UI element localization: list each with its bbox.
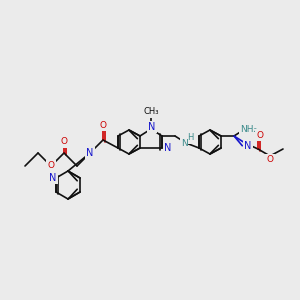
Text: N: N <box>148 122 156 132</box>
Text: N: N <box>244 141 252 151</box>
Text: N: N <box>86 148 94 158</box>
Text: O: O <box>100 121 106 130</box>
Text: O: O <box>266 155 274 164</box>
Text: N: N <box>49 173 57 183</box>
Text: N: N <box>181 139 188 148</box>
Text: O: O <box>47 161 55 170</box>
Text: O: O <box>256 130 263 140</box>
Text: O: O <box>61 137 68 146</box>
Text: N: N <box>164 143 172 153</box>
Text: CH₃: CH₃ <box>143 107 159 116</box>
Text: NH₂: NH₂ <box>240 124 258 134</box>
Text: H: H <box>187 134 193 142</box>
